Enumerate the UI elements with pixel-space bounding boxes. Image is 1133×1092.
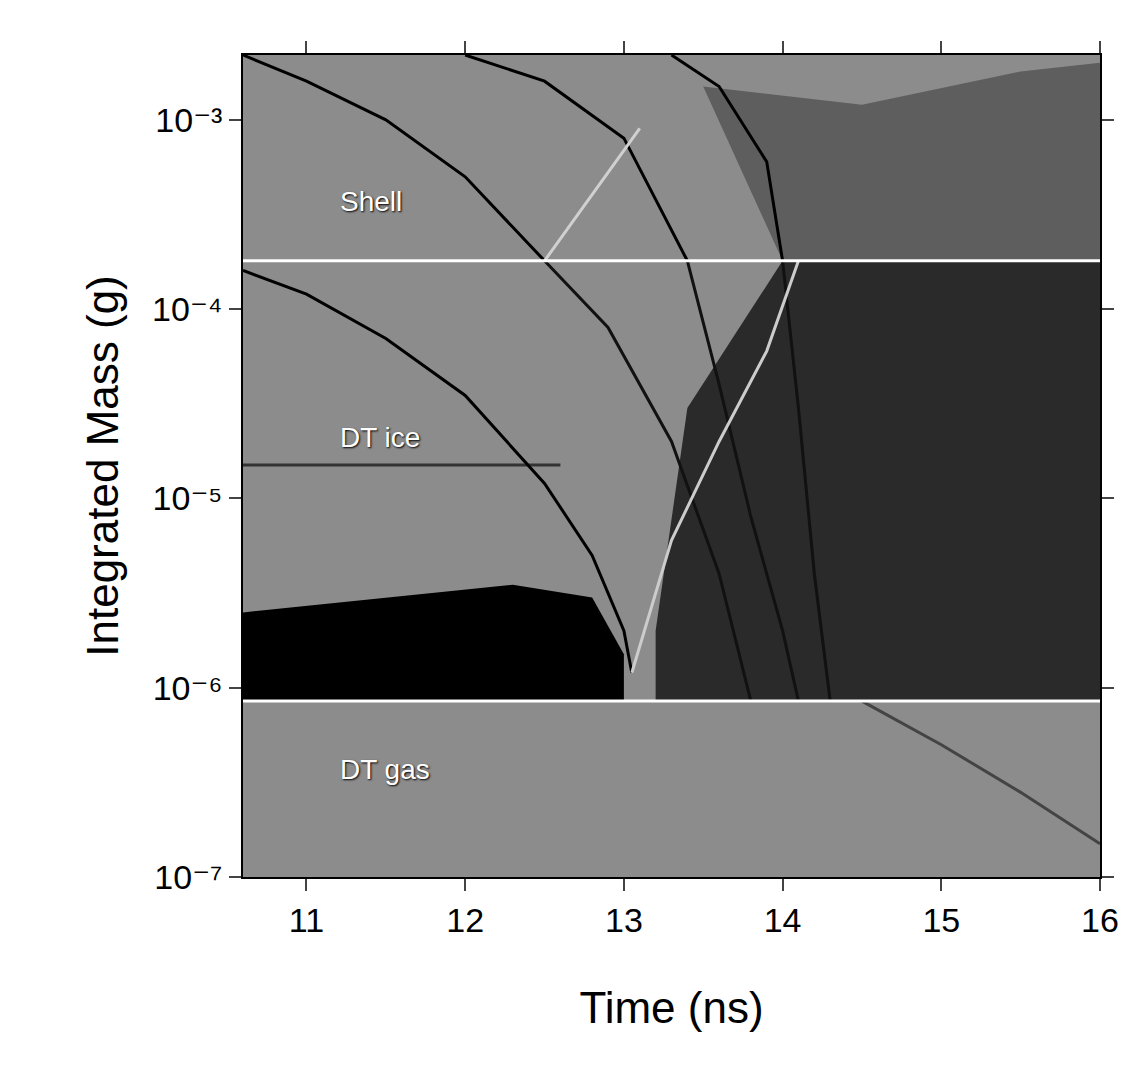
svg-text:10⁻⁴: 10⁻⁴ <box>152 290 222 328</box>
svg-text:14: 14 <box>764 901 802 939</box>
svg-text:10⁻⁶: 10⁻⁶ <box>153 669 223 707</box>
svg-text:10⁻³: 10⁻³ <box>155 101 222 139</box>
svg-text:13: 13 <box>605 901 643 939</box>
svg-text:10⁻⁷: 10⁻⁷ <box>154 858 222 896</box>
svg-text:DT ice: DT ice <box>340 422 420 453</box>
svg-text:DT gas: DT gas <box>340 754 430 785</box>
svg-text:10⁻⁵: 10⁻⁵ <box>153 479 223 517</box>
svg-text:Integrated Mass (g): Integrated Mass (g) <box>78 275 127 657</box>
svg-text:Time (ns): Time (ns) <box>579 983 763 1032</box>
svg-text:11: 11 <box>289 901 324 939</box>
svg-text:12: 12 <box>446 901 484 939</box>
svg-text:15: 15 <box>922 901 960 939</box>
svg-text:16: 16 <box>1081 901 1119 939</box>
svg-text:Shell: Shell <box>340 186 402 217</box>
